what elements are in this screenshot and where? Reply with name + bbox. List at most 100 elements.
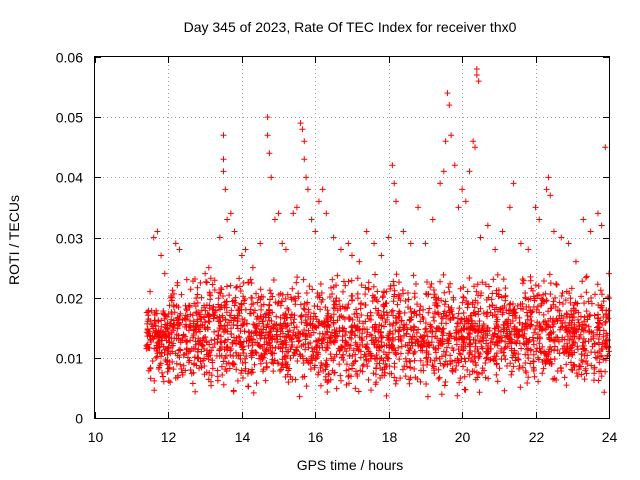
data-point [574, 346, 581, 353]
data-point [251, 361, 258, 368]
data-point [211, 277, 218, 284]
data-point [507, 360, 514, 367]
data-point [147, 288, 154, 295]
data-point [559, 300, 566, 307]
data-point [508, 347, 515, 354]
data-point [372, 271, 379, 278]
data-point [357, 305, 364, 312]
data-point [384, 355, 391, 362]
data-point [495, 308, 502, 315]
data-point [563, 288, 570, 295]
data-point [263, 360, 270, 367]
data-point [146, 332, 153, 339]
data-point [445, 338, 452, 345]
data-point [365, 286, 372, 293]
data-point [484, 332, 491, 339]
data-point [548, 361, 555, 368]
data-point [554, 346, 561, 353]
data-point [588, 300, 595, 307]
data-point [228, 331, 235, 338]
data-point [157, 360, 164, 367]
data-point [514, 337, 521, 344]
data-point [600, 313, 607, 320]
data-point [386, 321, 393, 328]
data-point [463, 297, 470, 304]
data-point [185, 354, 192, 361]
data-point [502, 332, 509, 339]
data-point [449, 365, 456, 372]
data-point [216, 318, 223, 325]
data-point [228, 325, 235, 332]
data-point [441, 289, 448, 296]
data-point [158, 323, 165, 330]
data-point [322, 347, 329, 354]
data-point [309, 286, 316, 293]
data-point [381, 303, 388, 310]
data-point [239, 343, 246, 350]
data-point [422, 326, 429, 333]
data-point [193, 295, 200, 302]
data-point [327, 334, 334, 341]
data-point [238, 367, 245, 374]
data-point [170, 290, 177, 297]
data-point [510, 307, 517, 314]
data-point [378, 252, 385, 259]
data-point [348, 335, 355, 342]
data-point [479, 325, 486, 332]
data-point [239, 322, 246, 329]
data-point [328, 313, 335, 320]
data-point [455, 357, 462, 364]
data-point [164, 368, 171, 375]
data-point [183, 339, 190, 346]
y-axis-label: ROTI / TECUs [6, 195, 22, 285]
data-point [459, 186, 466, 193]
data-point [501, 352, 508, 359]
data-point [278, 325, 285, 332]
data-point [402, 355, 409, 362]
data-point [419, 314, 426, 321]
data-point [284, 362, 291, 369]
data-point [600, 356, 607, 363]
data-point [569, 314, 576, 321]
data-point [271, 216, 278, 223]
data-point [497, 328, 504, 335]
data-point [201, 355, 208, 362]
data-point [596, 359, 603, 366]
data-point [187, 286, 194, 293]
data-point [222, 366, 229, 373]
data-point [345, 301, 352, 308]
data-point [474, 281, 481, 288]
data-point [213, 352, 220, 359]
data-point [345, 373, 352, 380]
data-point [568, 307, 575, 314]
data-point [482, 360, 489, 367]
data-point [525, 374, 532, 381]
data-point [170, 317, 177, 324]
data-point [442, 298, 449, 305]
data-point [410, 272, 417, 279]
data-point [564, 333, 571, 340]
data-point [407, 374, 414, 381]
data-point [316, 330, 323, 337]
data-point [290, 210, 297, 217]
data-point [482, 281, 489, 288]
data-point [598, 373, 605, 380]
data-point [279, 348, 286, 355]
data-point [425, 291, 432, 298]
data-point [312, 324, 319, 331]
data-point [205, 264, 212, 271]
x-tick-label: 14 [235, 429, 251, 445]
data-point [255, 294, 262, 301]
data-point [429, 328, 436, 335]
data-point [209, 306, 216, 313]
data-point [402, 373, 409, 380]
data-point [158, 317, 165, 324]
data-point [538, 349, 545, 356]
data-point [441, 308, 448, 315]
data-point [571, 302, 578, 309]
data-point [343, 381, 350, 388]
data-point [531, 373, 538, 380]
data-point [424, 393, 431, 400]
data-point [567, 359, 574, 366]
data-point [471, 368, 478, 375]
